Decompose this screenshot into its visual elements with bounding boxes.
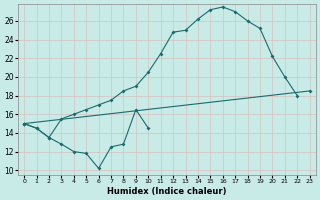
X-axis label: Humidex (Indice chaleur): Humidex (Indice chaleur) <box>107 187 227 196</box>
